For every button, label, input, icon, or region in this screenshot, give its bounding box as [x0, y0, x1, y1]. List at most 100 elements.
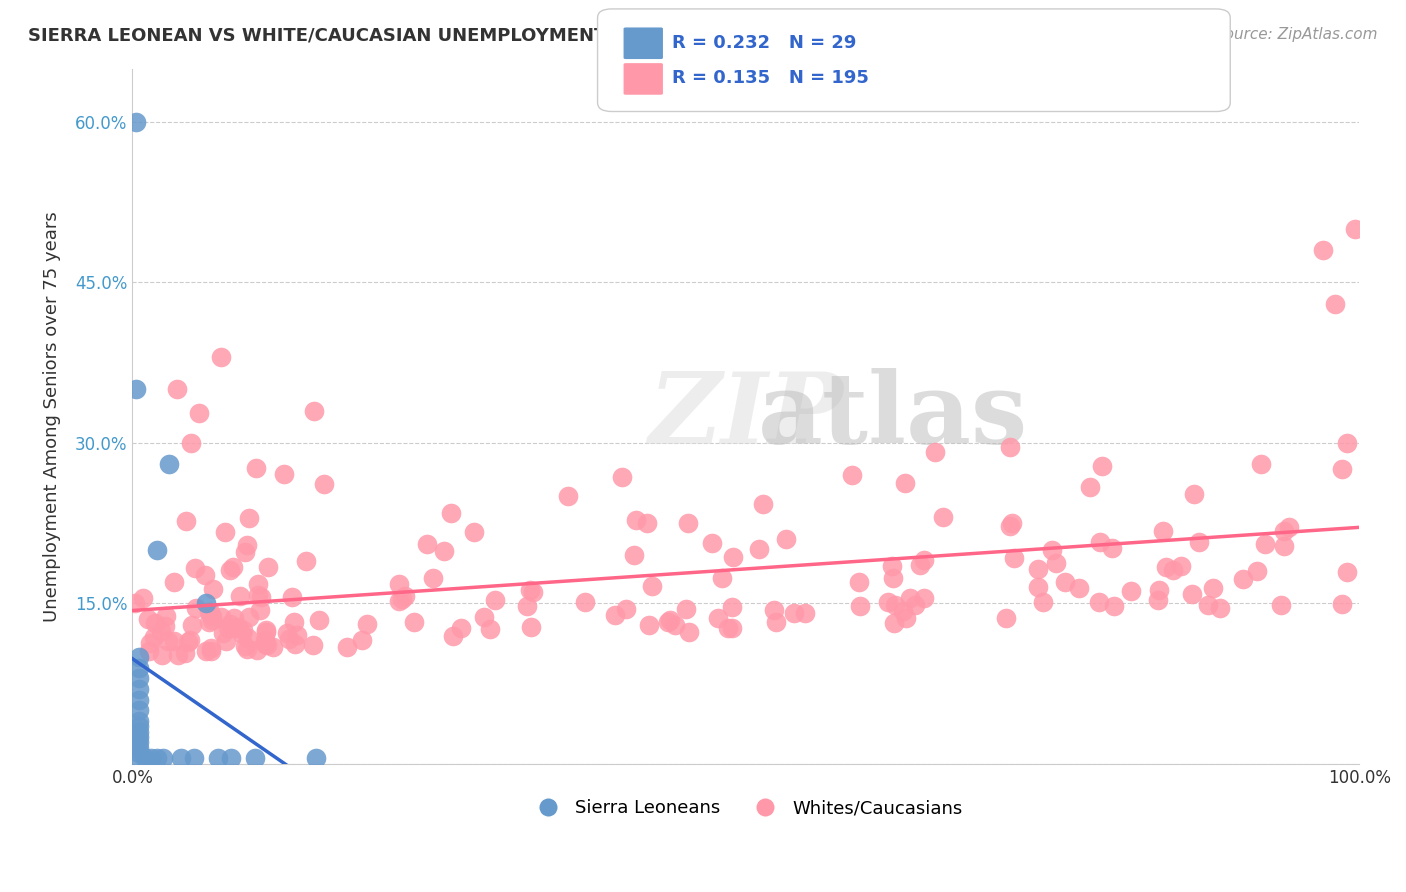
- Point: [157, 458, 180, 472]
- Point: [179, 632, 201, 647]
- Point: [253, 637, 276, 651]
- Point: [209, 610, 232, 624]
- Point: [1272, 524, 1295, 539]
- Point: [209, 350, 232, 364]
- Point: [283, 615, 305, 629]
- Point: [441, 629, 464, 643]
- Point: [214, 525, 236, 540]
- Point: [247, 588, 270, 602]
- Point: [254, 624, 277, 638]
- Point: [995, 611, 1018, 625]
- Point: [1002, 551, 1025, 566]
- Point: [1277, 520, 1299, 534]
- Point: [152, 751, 174, 765]
- Point: [638, 618, 661, 632]
- Point: [1246, 564, 1268, 578]
- Point: [281, 591, 304, 605]
- Point: [1323, 297, 1346, 311]
- Point: [720, 621, 742, 635]
- Point: [150, 648, 173, 663]
- Point: [128, 692, 150, 706]
- Point: [450, 621, 472, 635]
- Point: [134, 751, 156, 765]
- Text: atlas: atlas: [758, 368, 1028, 465]
- Point: [157, 633, 180, 648]
- Point: [202, 582, 225, 596]
- Point: [128, 681, 150, 696]
- Point: [1182, 486, 1205, 500]
- Point: [128, 724, 150, 739]
- Point: [143, 615, 166, 630]
- Point: [1101, 541, 1123, 555]
- Point: [201, 613, 224, 627]
- Point: [155, 609, 177, 624]
- Point: [1054, 575, 1077, 590]
- Point: [285, 628, 308, 642]
- Point: [664, 617, 686, 632]
- Point: [128, 719, 150, 733]
- Point: [1147, 593, 1170, 607]
- Point: [201, 609, 224, 624]
- Point: [1078, 481, 1101, 495]
- Point: [308, 613, 330, 627]
- Point: [174, 646, 197, 660]
- Point: [1032, 595, 1054, 609]
- Point: [1197, 599, 1219, 613]
- Point: [1045, 556, 1067, 570]
- Point: [256, 638, 278, 652]
- Text: ZIP: ZIP: [648, 368, 844, 465]
- Point: [238, 609, 260, 624]
- Y-axis label: Unemployment Among Seniors over 75 years: Unemployment Among Seniors over 75 years: [44, 211, 60, 622]
- Point: [314, 477, 336, 491]
- Point: [614, 602, 637, 616]
- Point: [433, 544, 456, 558]
- Point: [224, 621, 246, 635]
- Point: [1040, 543, 1063, 558]
- Point: [880, 559, 903, 574]
- Point: [641, 579, 664, 593]
- Point: [883, 616, 905, 631]
- Point: [1000, 519, 1022, 533]
- Point: [1331, 597, 1354, 611]
- Point: [200, 605, 222, 619]
- Point: [762, 603, 785, 617]
- Point: [284, 637, 307, 651]
- Point: [166, 382, 188, 396]
- Point: [1272, 539, 1295, 553]
- Point: [200, 644, 222, 658]
- Point: [149, 624, 172, 639]
- Point: [394, 589, 416, 603]
- Point: [273, 467, 295, 481]
- Point: [197, 605, 219, 619]
- Point: [1331, 462, 1354, 476]
- Point: [180, 436, 202, 450]
- Point: [302, 638, 325, 652]
- Point: [610, 470, 633, 484]
- Point: [138, 644, 160, 658]
- Point: [474, 609, 496, 624]
- Point: [912, 553, 935, 567]
- Point: [132, 591, 155, 606]
- Point: [721, 600, 744, 615]
- Point: [125, 115, 148, 129]
- Point: [658, 613, 681, 627]
- Point: [153, 619, 176, 633]
- Point: [752, 497, 775, 511]
- Point: [1026, 580, 1049, 594]
- Point: [184, 561, 207, 575]
- Point: [894, 475, 917, 490]
- Point: [128, 703, 150, 717]
- Point: [243, 751, 266, 765]
- Point: [142, 630, 165, 644]
- Point: [515, 599, 537, 614]
- Point: [246, 577, 269, 591]
- Point: [904, 599, 927, 613]
- Point: [1104, 599, 1126, 613]
- Legend: Sierra Leoneans, Whites/Caucasians: Sierra Leoneans, Whites/Caucasians: [522, 792, 970, 824]
- Point: [678, 624, 700, 639]
- Point: [254, 624, 277, 639]
- Point: [1208, 601, 1230, 615]
- Text: Source: ZipAtlas.com: Source: ZipAtlas.com: [1215, 27, 1378, 42]
- Point: [1181, 586, 1204, 600]
- Text: R = 0.135   N = 195: R = 0.135 N = 195: [672, 70, 869, 87]
